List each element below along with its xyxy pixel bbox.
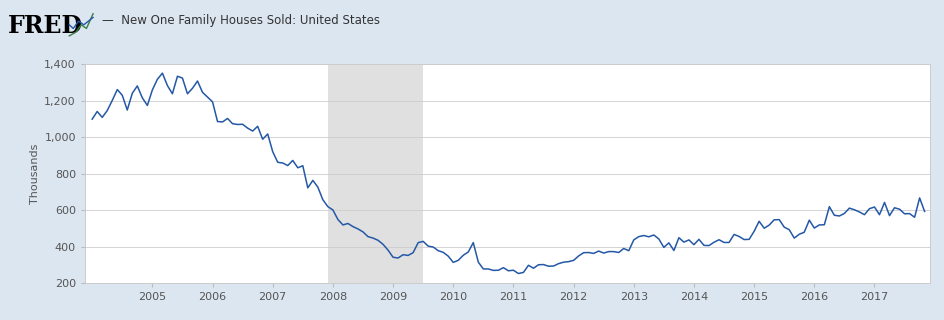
- Bar: [328, 64, 423, 283]
- Text: —  New One Family Houses Sold: United States: — New One Family Houses Sold: United Sta…: [102, 14, 379, 27]
- Text: FRED: FRED: [8, 14, 82, 38]
- Y-axis label: Thousands: Thousands: [30, 143, 41, 204]
